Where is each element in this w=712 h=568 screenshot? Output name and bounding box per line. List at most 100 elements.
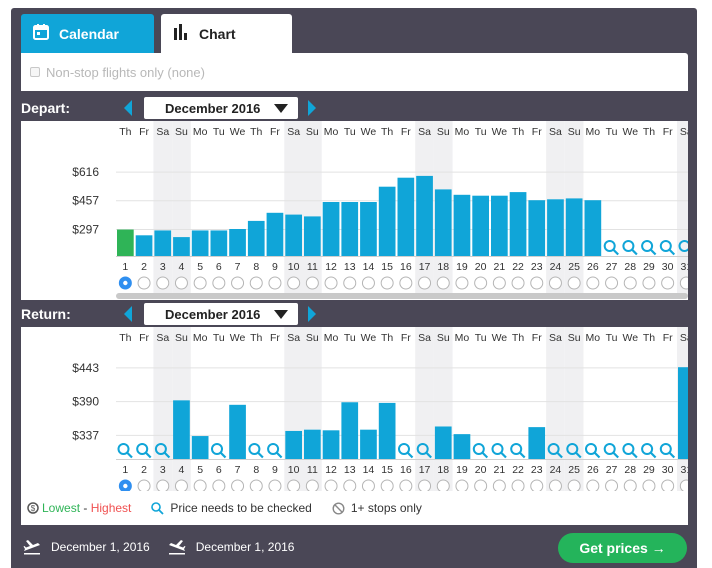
price-bar[interactable] <box>229 229 246 256</box>
price-bar[interactable] <box>154 230 172 256</box>
day-radio[interactable] <box>474 479 488 493</box>
tab-calendar[interactable]: Calendar <box>21 14 154 53</box>
price-bar[interactable] <box>285 214 302 256</box>
price-bar[interactable] <box>341 202 359 256</box>
price-check-icon[interactable] <box>248 443 264 459</box>
price-bar[interactable] <box>547 199 564 256</box>
day-radio[interactable] <box>305 479 319 493</box>
day-radio[interactable] <box>156 276 170 290</box>
day-radio[interactable] <box>137 479 151 493</box>
price-bar[interactable] <box>135 235 153 256</box>
price-bar[interactable] <box>247 220 265 256</box>
price-bar[interactable] <box>509 192 527 256</box>
day-radio[interactable] <box>511 479 525 493</box>
price-check-icon[interactable] <box>603 240 619 256</box>
depart-month-select[interactable]: December 2016 <box>144 97 298 119</box>
day-radio[interactable] <box>642 276 656 290</box>
day-radio[interactable] <box>287 276 301 290</box>
price-check-icon[interactable] <box>547 443 563 459</box>
day-radio[interactable] <box>380 276 394 290</box>
price-bar[interactable] <box>341 402 359 459</box>
day-radio[interactable] <box>586 479 600 493</box>
day-radio[interactable] <box>530 479 544 493</box>
price-bar[interactable] <box>322 430 340 459</box>
return-next-month-icon[interactable] <box>308 306 316 322</box>
day-radio[interactable] <box>586 276 600 290</box>
day-radio[interactable] <box>548 479 562 493</box>
depart-prev-month-icon[interactable] <box>124 100 132 116</box>
day-radio[interactable] <box>287 479 301 493</box>
price-check-icon[interactable] <box>472 443 489 459</box>
day-radio[interactable] <box>605 276 619 290</box>
day-radio[interactable] <box>249 276 263 290</box>
day-radio[interactable] <box>305 276 319 290</box>
price-check-icon[interactable] <box>211 443 227 459</box>
price-bar[interactable] <box>173 400 190 459</box>
day-radio[interactable] <box>137 276 151 290</box>
price-check-icon[interactable] <box>117 443 133 459</box>
day-radio[interactable] <box>623 276 637 290</box>
day-radio[interactable] <box>492 276 506 290</box>
return-prev-month-icon[interactable] <box>124 306 132 322</box>
day-radio[interactable] <box>567 479 581 493</box>
price-check-icon[interactable] <box>136 443 152 459</box>
price-bar[interactable] <box>678 367 695 459</box>
nonstop-checkbox[interactable] <box>30 67 40 77</box>
day-radio[interactable] <box>231 276 245 290</box>
price-bar[interactable] <box>491 195 508 256</box>
price-bar[interactable] <box>472 195 489 256</box>
price-bar[interactable] <box>173 237 190 256</box>
day-radio[interactable] <box>268 479 282 493</box>
day-radio[interactable] <box>548 276 562 290</box>
price-check-icon[interactable] <box>585 443 601 459</box>
day-radio[interactable] <box>174 479 188 493</box>
day-radio[interactable] <box>455 479 469 493</box>
price-bar[interactable] <box>285 430 302 459</box>
price-bar[interactable] <box>453 434 471 459</box>
day-radio[interactable] <box>324 276 338 290</box>
price-bar[interactable] <box>322 202 340 256</box>
day-radio[interactable] <box>511 276 525 290</box>
day-radio[interactable] <box>661 276 675 290</box>
day-radio[interactable] <box>212 479 226 493</box>
day-radio[interactable] <box>661 479 675 493</box>
price-check-icon[interactable] <box>566 443 582 459</box>
price-bar[interactable] <box>434 426 452 459</box>
price-bar[interactable] <box>416 175 433 256</box>
return-month-select[interactable]: December 2016 <box>144 303 298 325</box>
price-bar[interactable] <box>191 230 209 256</box>
day-radio[interactable] <box>193 276 207 290</box>
day-radio[interactable] <box>249 479 263 493</box>
price-check-icon[interactable] <box>659 240 676 256</box>
day-radio[interactable] <box>268 276 282 290</box>
day-radio[interactable] <box>193 479 207 493</box>
price-check-icon[interactable] <box>603 443 619 459</box>
depart-next-month-icon[interactable] <box>308 100 316 116</box>
price-check-icon[interactable] <box>398 443 414 459</box>
price-check-icon[interactable] <box>154 443 171 459</box>
price-check-icon[interactable] <box>622 240 638 256</box>
day-radio[interactable] <box>343 276 357 290</box>
price-bar[interactable] <box>378 186 396 256</box>
get-prices-button[interactable]: Get prices → <box>558 533 687 563</box>
price-check-icon[interactable] <box>416 443 432 459</box>
price-bar[interactable] <box>229 404 246 459</box>
price-check-icon[interactable] <box>267 443 283 459</box>
day-radio[interactable] <box>679 276 693 290</box>
price-bar[interactable] <box>528 200 546 256</box>
day-radio[interactable] <box>343 479 357 493</box>
price-bar[interactable] <box>378 402 396 459</box>
price-bar[interactable] <box>360 429 377 459</box>
day-radio[interactable] <box>418 276 432 290</box>
day-radio[interactable] <box>474 276 488 290</box>
day-radio[interactable] <box>231 479 245 493</box>
price-bar[interactable] <box>304 216 321 256</box>
price-bar[interactable] <box>528 427 546 459</box>
chart-scrollbar[interactable] <box>116 293 688 299</box>
price-bar[interactable] <box>565 198 583 256</box>
day-radio[interactable] <box>361 479 375 493</box>
day-radio[interactable] <box>605 479 619 493</box>
nonstop-filter[interactable]: Non-stop flights only (none) <box>21 53 688 91</box>
price-bar[interactable] <box>453 194 471 256</box>
day-radio[interactable] <box>399 276 413 290</box>
